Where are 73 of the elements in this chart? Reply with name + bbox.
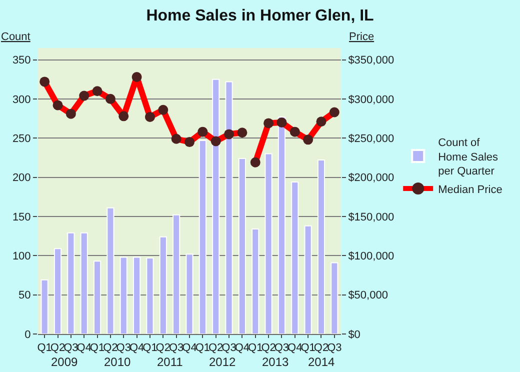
y-tick-label: 150 [12,211,31,224]
x-tick-label: Q3 [222,342,236,354]
bar [186,254,194,334]
y2-tick-label: $250,000 [348,132,394,145]
y-tick-label: 300 [12,94,31,106]
y2-tick-label: $300,000 [348,94,394,106]
x-tick-label: Q1 [300,342,316,354]
y2-tick-label: $100,000 [348,250,394,262]
x-tick-label: Q3 [168,342,184,354]
y-tick-label: 200 [12,172,31,184]
bar [264,153,272,334]
legend-label: Count of Home Sales per Quarter [438,137,499,178]
text: 2010 [104,355,132,369]
x-tick-label: Q1 [195,342,210,354]
y-tick-label: 50 [18,290,31,302]
bar [106,207,114,334]
x-tick-label: Q1 [142,342,158,354]
x-tick-label: Q3 [64,342,78,354]
x-tick-label: Q4 [234,342,250,354]
y-tick-label: 350 [12,54,31,67]
bar [54,248,62,334]
bar [212,78,220,334]
bar [225,81,233,334]
bar [133,256,141,334]
y2-tick-label: $200,000 [348,172,394,184]
y2-tick-label: $150,000 [348,211,394,224]
x-tick-label: Q4 [76,342,92,354]
x-tick-label: Q3 [327,342,342,354]
bar [317,160,326,334]
bar [67,232,75,334]
chart-title: Home Sales in Homer Glen, IL [146,8,374,24]
x-tick-label: Q2 [50,342,66,354]
x-tick-label: Q2 [261,342,276,354]
x-tick-label: Q2 [208,342,224,354]
bar [93,260,102,334]
x-tick-label: Q2 [314,342,329,354]
y2-tick-label: $0 [348,328,360,341]
bar [146,257,154,334]
text: 2012 [209,355,236,369]
y2-tick-label: $50,000 [348,290,388,302]
bar [120,256,128,334]
x-tick-label: Q2 [103,342,118,354]
text: 2013 [262,355,290,369]
x-tick-label: Q2 [156,342,170,354]
bar [291,181,299,334]
y-axis-title: Count [1,31,30,43]
text: 2011 [157,355,184,369]
x-tick-label: Q1 [37,342,52,354]
bar [330,262,338,334]
bar [238,158,246,334]
bar [198,140,206,334]
y2-tick-label: $350,000 [348,54,394,67]
bar [80,232,88,334]
bar [252,228,260,334]
text: 2009 [51,355,78,369]
bar [40,279,48,334]
x-tick-label: Q3 [116,342,131,354]
bar [304,225,312,334]
y-tick-label: 250 [12,132,31,145]
x-tick-label: Q4 [288,342,302,354]
bar [278,116,286,334]
x-tick-label: Q1 [248,342,263,354]
legend-label: Median Price [438,184,502,196]
x-tick-label: Q1 [90,342,105,354]
x-tick-label: Q3 [274,342,290,354]
bar [159,236,167,334]
y-tick-label: 100 [12,250,31,262]
x-tick-label: Q4 [182,342,197,354]
y2-axis-title: Price [349,31,374,43]
bar [172,214,180,334]
x-tick-label: Q4 [129,342,144,354]
y-tick-label: 0 [24,328,31,341]
text: 2014 [308,355,336,369]
